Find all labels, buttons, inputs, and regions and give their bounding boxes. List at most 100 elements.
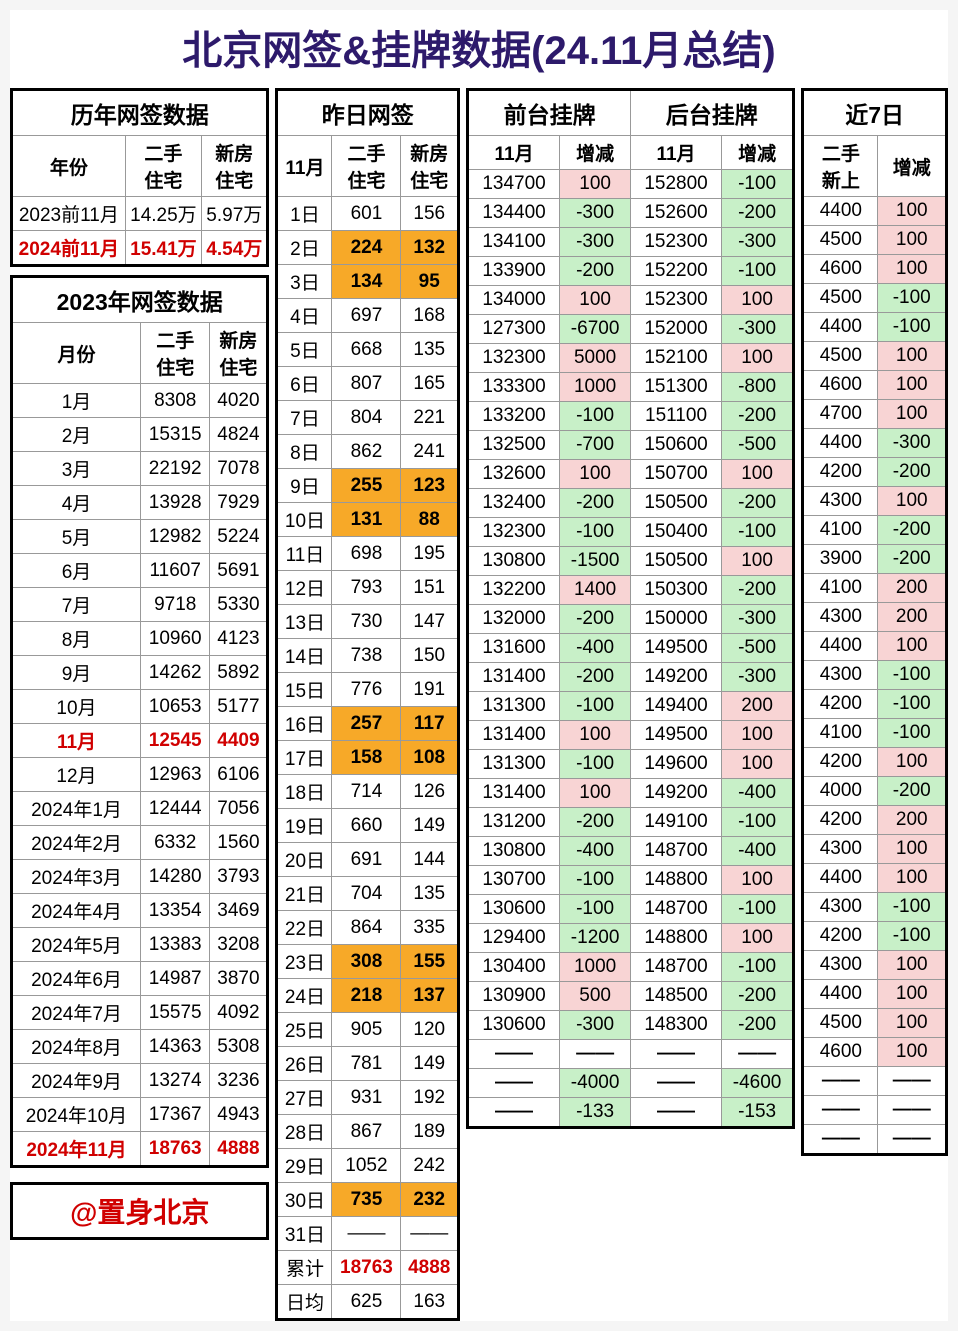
cell: 6日: [277, 367, 332, 401]
cell: 257: [332, 707, 401, 741]
table-row: ——-4000——-4600: [468, 1069, 794, 1098]
table-row: 10日13188: [277, 503, 459, 537]
table-row: 23日308155: [277, 945, 459, 979]
cell: -800: [721, 373, 793, 402]
cell: 12982: [140, 520, 209, 554]
cell: 668: [332, 333, 401, 367]
cell: 4300: [803, 893, 878, 922]
table-row: 4100200: [803, 574, 947, 603]
cell: 15.41万: [125, 231, 201, 266]
cell: 807: [332, 367, 401, 401]
cell: 191: [401, 673, 459, 707]
cell: 100: [878, 400, 947, 429]
col-header: 二手住宅: [332, 136, 401, 197]
cell: 100: [878, 226, 947, 255]
cell: 134100: [468, 228, 560, 257]
cell: 168: [401, 299, 459, 333]
cell: 22日: [277, 911, 332, 945]
cell: 4600: [803, 371, 878, 400]
table-row: 1日601156: [277, 197, 459, 231]
table-row: 132400-200150500-200: [468, 489, 794, 518]
cell: 130700: [468, 866, 560, 895]
table-row: 5月129825224: [12, 520, 268, 554]
cell: -200: [721, 199, 793, 228]
table-row: 134000100152300100: [468, 286, 794, 315]
cell: 131: [332, 503, 401, 537]
table-row: 131300-100149400200: [468, 692, 794, 721]
cell: 21日: [277, 877, 332, 911]
cell: 151300: [631, 373, 722, 402]
table-row: 12日793151: [277, 571, 459, 605]
cell: 4100: [803, 719, 878, 748]
cell: 148500: [631, 982, 722, 1011]
col-header: 二手新上: [803, 136, 878, 197]
cell: 18763: [140, 1132, 209, 1167]
cell: 10960: [140, 622, 209, 656]
table-row: 2023前11月14.25万5.97万: [12, 197, 268, 231]
cell: ——: [878, 1125, 947, 1155]
cell: 149200: [631, 663, 722, 692]
cell: 221: [401, 401, 459, 435]
table-row: 4500100: [803, 226, 947, 255]
cell: -100: [721, 170, 793, 199]
cell: 152800: [631, 170, 722, 199]
cell: 100: [721, 460, 793, 489]
table-row: 19日660149: [277, 809, 459, 843]
cell: 735: [332, 1183, 401, 1217]
cell: -200: [560, 605, 631, 634]
cell: 776: [332, 673, 401, 707]
cell: 4200: [803, 806, 878, 835]
table-row: 31日————: [277, 1217, 459, 1251]
cell: 195: [401, 537, 459, 571]
cell: 2024年9月: [12, 1064, 141, 1098]
cell: 134400: [468, 199, 560, 228]
listing-table: 前台挂牌 后台挂牌 11月增减11月增减 134700100152800-100…: [466, 88, 795, 1129]
cell: 4300: [803, 835, 878, 864]
cell: 148700: [631, 953, 722, 982]
cell: 100: [878, 1038, 947, 1067]
cell: 11月: [12, 724, 141, 758]
cell: 148300: [631, 1011, 722, 1040]
cell: 241: [401, 435, 459, 469]
cell: 135: [401, 333, 459, 367]
table-row: 1月83084020: [12, 384, 268, 418]
cell: 867: [332, 1115, 401, 1149]
cell: 132200: [468, 576, 560, 605]
table-row: 4100-100: [803, 719, 947, 748]
cell: -400: [560, 837, 631, 866]
cell: -300: [560, 228, 631, 257]
cell: 132400: [468, 489, 560, 518]
cell: 131400: [468, 779, 560, 808]
cell: 149400: [631, 692, 722, 721]
tables-container: 历年网签数据 年份二手住宅新房住宅 2023前11月14.25万5.97万202…: [10, 88, 948, 1321]
cell: 15315: [140, 418, 209, 452]
cell: 152000: [631, 315, 722, 344]
cell: 17367: [140, 1098, 209, 1132]
cell: -100: [878, 719, 947, 748]
cell: 4888: [401, 1251, 459, 1285]
cell: ——: [631, 1098, 722, 1128]
cell: 100: [878, 342, 947, 371]
cell: 5330: [210, 588, 268, 622]
cell: 156: [401, 197, 459, 231]
cell: 13274: [140, 1064, 209, 1098]
cell: ——: [803, 1096, 878, 1125]
cell: 4500: [803, 342, 878, 371]
cell: 4400: [803, 197, 878, 226]
cell: 22192: [140, 452, 209, 486]
cell: 14.25万: [125, 197, 201, 231]
cell: 7056: [210, 792, 268, 826]
cell: -100: [560, 866, 631, 895]
table-row: 134100-300152300-300: [468, 228, 794, 257]
col-header: 11月: [631, 136, 722, 170]
last7-title: 近7日: [803, 90, 947, 136]
cell: -400: [560, 634, 631, 663]
table-row: 4600100: [803, 255, 947, 284]
cell: 4300: [803, 951, 878, 980]
cell: 130900: [468, 982, 560, 1011]
table-row: 26日781149: [277, 1047, 459, 1081]
col-header: 新房住宅: [202, 136, 268, 197]
cell: 123: [401, 469, 459, 503]
cell: 14363: [140, 1030, 209, 1064]
table-row: 4400100: [803, 632, 947, 661]
